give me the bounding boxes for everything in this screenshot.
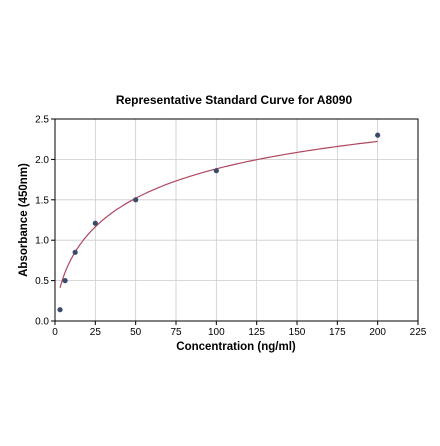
data-point	[213, 168, 219, 174]
chart-title: Representative Standard Curve for A8090	[116, 93, 353, 107]
data-point	[72, 249, 78, 255]
y-tick-label: 2.0	[35, 155, 49, 166]
y-tick-label: 1.5	[35, 195, 49, 206]
x-tick-label: 125	[248, 327, 265, 338]
y-tick-label: 0.5	[35, 276, 49, 287]
data-points	[57, 132, 381, 313]
x-tick-label: 25	[90, 327, 102, 338]
data-point	[92, 220, 98, 226]
data-point	[375, 132, 381, 138]
y-tick-label: 0.0	[35, 317, 49, 328]
grid	[54, 118, 419, 322]
data-point	[57, 307, 63, 313]
data-point	[133, 197, 139, 203]
x-tick-label: 150	[289, 327, 306, 338]
y-tick-label: 1.0	[35, 236, 49, 247]
x-tick-label: 175	[329, 327, 346, 338]
x-tick-label: 75	[170, 327, 182, 338]
y-tick-label: 2.5	[35, 115, 49, 126]
fit-curve	[59, 140, 378, 288]
data-point	[62, 278, 68, 284]
x-axis-label: Concentration (ng/ml)	[176, 341, 296, 353]
plot-frame	[54, 118, 419, 322]
x-tick-label: 50	[130, 327, 142, 338]
axis-ticks: 0 25 50 75 100 125 150 175 200 225 0.0 0.5 1.0 1.5 2.0…	[35, 115, 427, 339]
y-axis-label: Absorbance (450nm)	[18, 163, 30, 277]
x-tick-label: 0	[52, 327, 58, 338]
x-tick-label: 200	[369, 327, 386, 338]
x-tick-label: 225	[410, 327, 427, 338]
x-tick-label: 100	[208, 327, 225, 338]
